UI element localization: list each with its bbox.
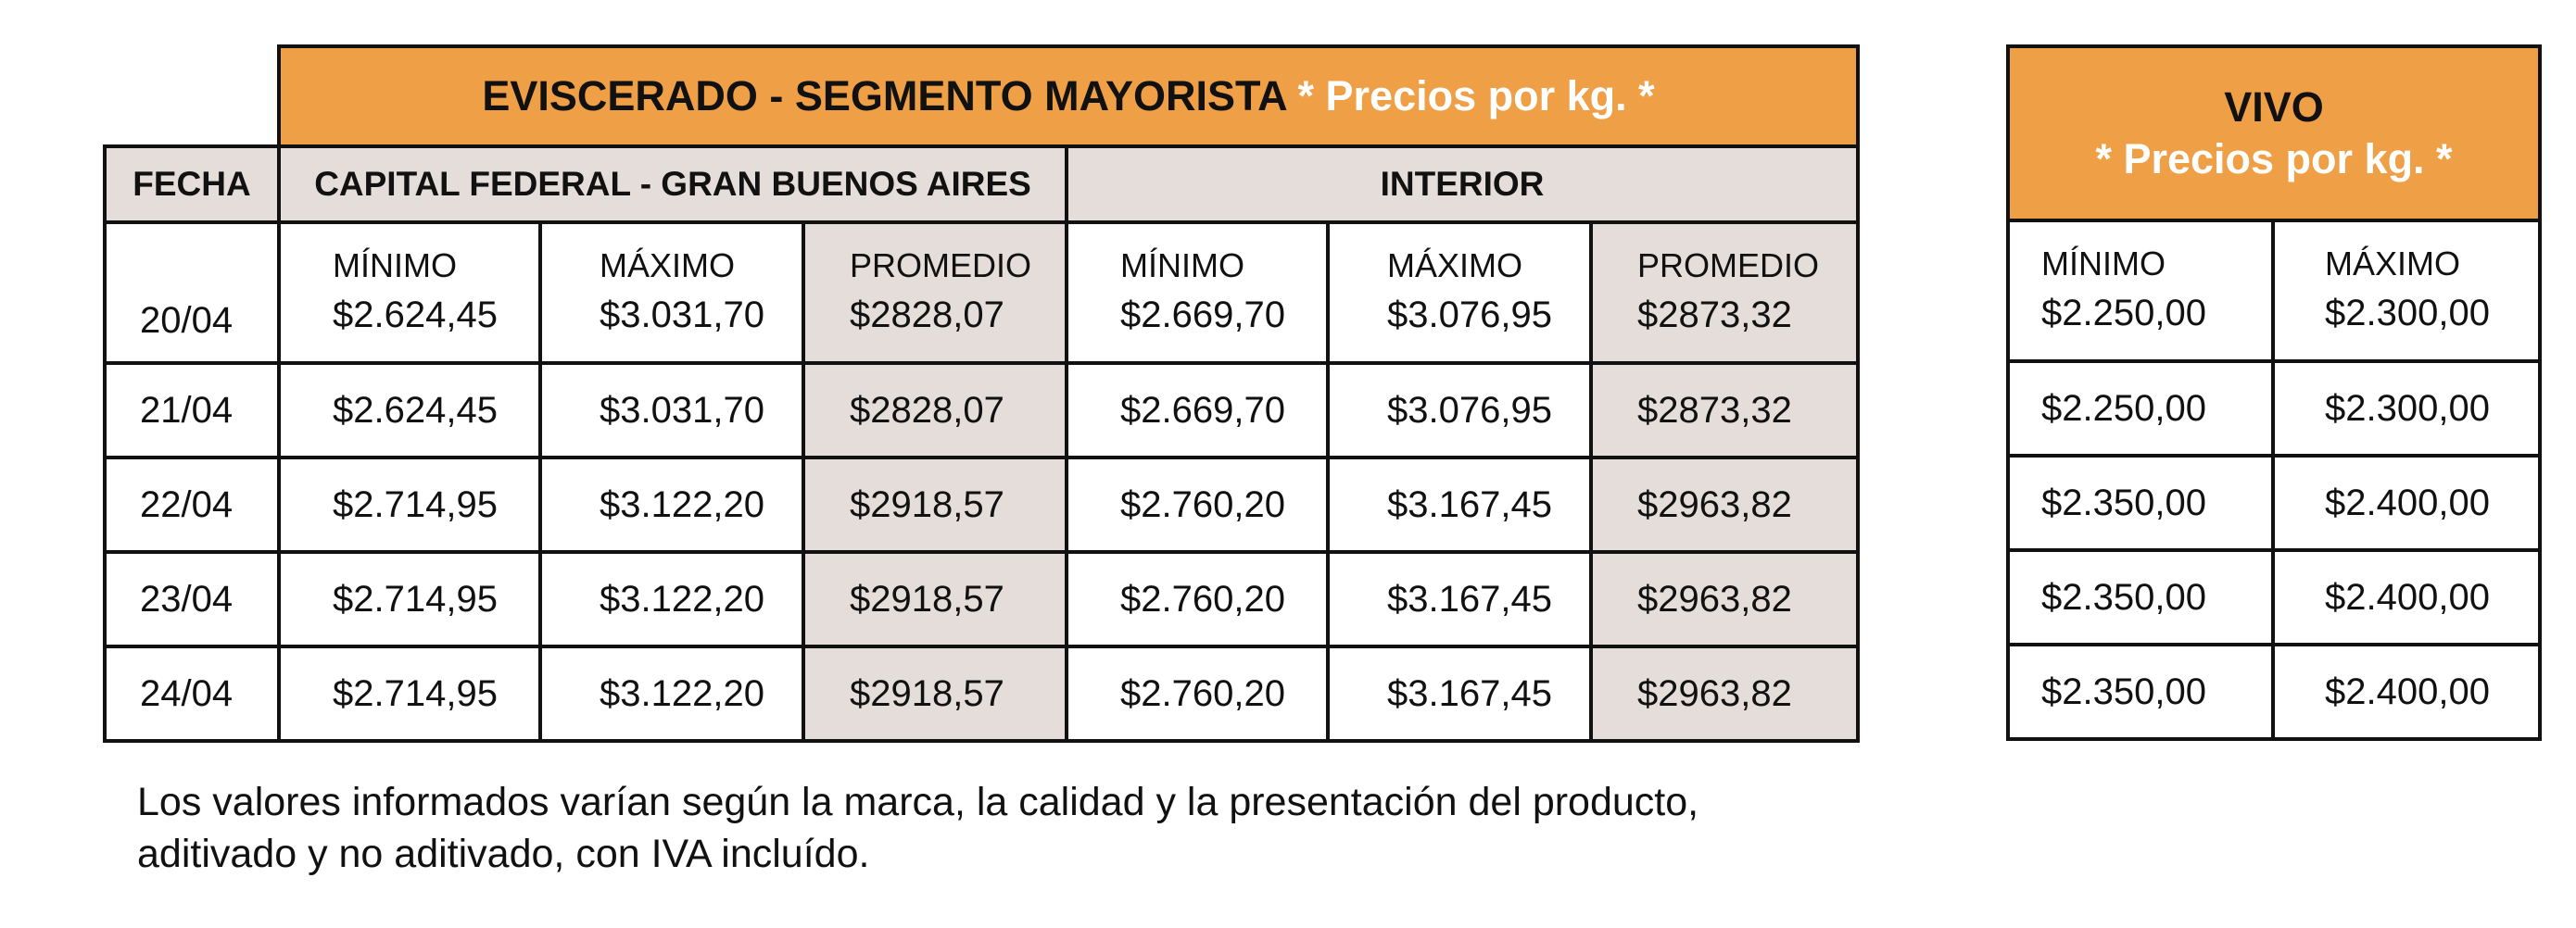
price-value: $2.250,00: [2041, 293, 2206, 333]
interior-max-cell: $3.076,95: [1326, 361, 1593, 459]
vivo-title: VIVO: [2224, 83, 2324, 131]
capital-max-cell: $3.122,20: [538, 645, 805, 743]
table-row: 21/04 $2.624,45 $3.031,70 $2828,07 $2.66…: [103, 361, 1860, 459]
vivo-min-cell: $2.350,00: [2006, 454, 2275, 552]
col-label: MÍNIMO: [333, 246, 457, 284]
capital-min-cell: MÍNIMO $2.624,45: [277, 220, 542, 365]
capital-max-cell: $3.122,20: [538, 456, 805, 554]
fecha-cell: 24/04: [103, 645, 281, 743]
fecha-value: 20/04: [140, 300, 234, 341]
interior-min-cell: MÍNIMO $2.669,70: [1065, 220, 1330, 365]
table-row: $2.350,00 $2.400,00: [2006, 454, 2543, 552]
table-row: 22/04 $2.714,95 $3.122,20 $2918,57 $2.76…: [103, 456, 1860, 554]
footnote-line: aditivado y no aditivado, con IVA incluí…: [137, 832, 870, 876]
interior-max-cell: MÁXIMO $3.076,95: [1326, 220, 1593, 365]
vivo-min-cell: $2.250,00: [2006, 359, 2275, 458]
price-value: $2828,07: [850, 295, 1004, 335]
table-row: 23/04 $2.714,95 $3.122,20 $2918,57 $2.76…: [103, 550, 1860, 648]
interior-min-cell: $2.760,20: [1065, 645, 1330, 743]
capital-avg-cell: PROMEDIO $2828,07: [802, 220, 1068, 365]
fecha-cell: 21/04: [103, 361, 281, 459]
capital-avg-cell: $2918,57: [802, 456, 1068, 554]
eviscerado-table: EVISCERADO - SEGMENTO MAYORISTA * Precio…: [103, 44, 1860, 743]
footnote-line: Los valores informados varían según la m…: [137, 780, 1699, 824]
col-label: MÁXIMO: [600, 246, 736, 284]
interior-min-cell: $2.760,20: [1065, 550, 1330, 648]
capital-avg-cell: $2828,07: [802, 361, 1068, 459]
table-row: $2.350,00 $2.400,00: [2006, 643, 2543, 741]
table-row: 24/04 $2.714,95 $3.122,20 $2918,57 $2.76…: [103, 645, 1860, 743]
price-value: $2.624,45: [333, 295, 498, 335]
fecha-cell: 20/04: [103, 220, 281, 365]
col-label: MÁXIMO: [2325, 245, 2461, 282]
interior-avg-cell: $2963,82: [1589, 550, 1860, 648]
capital-max-cell: $3.122,20: [538, 550, 805, 648]
table-row: MÍNIMO $2.250,00 MÁXIMO $2.300,00: [2006, 219, 2543, 363]
interior-max-cell: $3.167,45: [1326, 645, 1593, 743]
blank-corner: [105, 46, 279, 146]
capital-min-cell: $2.714,95: [277, 456, 542, 554]
vivo-title-cell: VIVO * Precios por kg. *: [2005, 44, 2543, 222]
capital-max-cell: MÁXIMO $3.031,70: [538, 220, 805, 365]
capital-min-cell: $2.624,45: [277, 361, 542, 459]
capital-header: CAPITAL FEDERAL - GRAN BUENOS AIRES: [277, 144, 1068, 224]
interior-header: INTERIOR: [1065, 144, 1860, 224]
interior-max-cell: $3.167,45: [1326, 456, 1593, 554]
col-label: MÁXIMO: [1387, 246, 1523, 284]
interior-avg-cell: PROMEDIO $2873,32: [1589, 220, 1860, 365]
interior-max-cell: $3.167,45: [1326, 550, 1593, 648]
vivo-max-cell: $2.300,00: [2270, 359, 2543, 458]
vivo-title-highlight: * Precios por kg. *: [2095, 135, 2453, 182]
vivo-max-cell: $2.400,00: [2270, 454, 2543, 552]
interior-avg-cell: $2963,82: [1589, 456, 1860, 554]
eviscerado-title: EVISCERADO - SEGMENTO MAYORISTA: [482, 72, 1286, 119]
vivo-max-cell: $2.400,00: [2270, 548, 2543, 646]
col-label: PROMEDIO: [1637, 246, 1820, 284]
price-value: $2.669,70: [1120, 295, 1285, 335]
vivo-min-cell: $2.350,00: [2006, 548, 2275, 646]
capital-max-cell: $3.031,70: [538, 361, 805, 459]
price-value: $2.300,00: [2325, 293, 2490, 333]
vivo-table: VIVO * Precios por kg. * MÍNIMO $2.250,0…: [2005, 44, 2543, 741]
interior-min-cell: $2.760,20: [1065, 456, 1330, 554]
vivo-max-cell: MÁXIMO $2.300,00: [2270, 219, 2543, 363]
table-row: 20/04 MÍNIMO $2.624,45 MÁXIMO $3.031,70 …: [103, 220, 1860, 365]
vivo-min-cell: MÍNIMO $2.250,00: [2006, 219, 2275, 363]
vivo-min-cell: $2.350,00: [2006, 643, 2275, 741]
footnote: Los valores informados varían según la m…: [137, 776, 1990, 880]
price-value: $3.076,95: [1387, 295, 1552, 335]
capital-min-cell: $2.714,95: [277, 645, 542, 743]
fecha-header: FECHA: [103, 144, 281, 224]
capital-min-cell: $2.714,95: [277, 550, 542, 648]
col-label: MÍNIMO: [1120, 246, 1244, 284]
table-row: $2.250,00 $2.300,00: [2006, 359, 2543, 458]
eviscerado-title-cell: EVISCERADO - SEGMENTO MAYORISTA * Precio…: [277, 44, 1860, 148]
price-value: $2873,32: [1637, 295, 1792, 335]
eviscerado-title-highlight: * Precios por kg. *: [1297, 72, 1655, 119]
table-row: $2.350,00 $2.400,00: [2006, 548, 2543, 646]
interior-min-cell: $2.669,70: [1065, 361, 1330, 459]
interior-avg-cell: $2963,82: [1589, 645, 1860, 743]
price-value: $3.031,70: [600, 295, 764, 335]
col-label: MÍNIMO: [2041, 245, 2166, 282]
fecha-cell: 22/04: [103, 456, 281, 554]
capital-avg-cell: $2918,57: [802, 645, 1068, 743]
capital-avg-cell: $2918,57: [802, 550, 1068, 648]
col-label: PROMEDIO: [850, 246, 1032, 284]
fecha-cell: 23/04: [103, 550, 281, 648]
interior-avg-cell: $2873,32: [1589, 361, 1860, 459]
vivo-max-cell: $2.400,00: [2270, 643, 2543, 741]
